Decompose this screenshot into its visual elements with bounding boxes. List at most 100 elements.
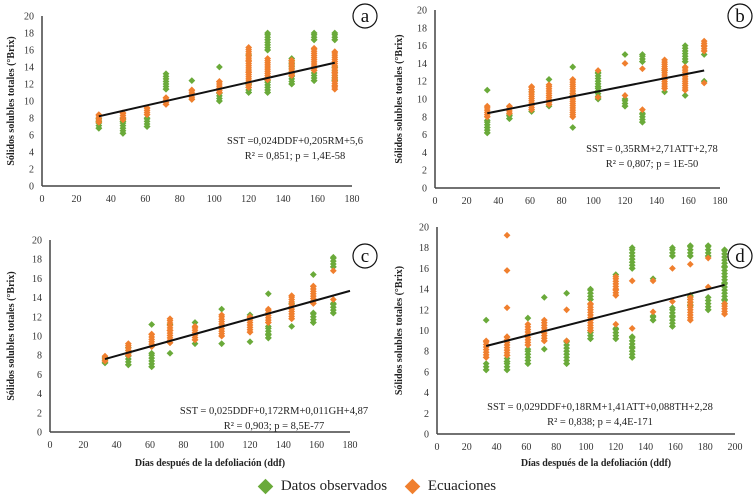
x-tick-label: 120: [618, 196, 633, 207]
equation-point: [124, 342, 132, 349]
observed-point: [628, 246, 636, 254]
observed-point: [482, 316, 490, 324]
observed-point: [540, 293, 548, 301]
y-tick-label: 18: [32, 255, 42, 266]
observed-point: [700, 51, 708, 58]
y-tick-label: 20: [32, 236, 42, 247]
observed-point: [143, 115, 151, 123]
y-tick-label: 6: [422, 130, 427, 141]
equation-point: [681, 64, 689, 72]
equation-point: [621, 92, 629, 99]
equation-point: [669, 265, 676, 272]
x-tick-label: 40: [493, 196, 503, 207]
y-tick-label: 16: [32, 274, 42, 285]
equation-point: [700, 39, 708, 47]
x-tick-label: 180: [345, 194, 360, 205]
legend-label-observed: Datos observados: [280, 478, 388, 494]
equation-point: [721, 302, 728, 310]
x-tick-label: 120: [608, 442, 623, 453]
y-tick-label: 10: [32, 332, 42, 343]
observed-point: [166, 349, 174, 357]
observed-point: [704, 297, 712, 304]
equation-point: [309, 283, 317, 290]
equation-point: [503, 304, 511, 312]
chart-panel-a: 0 2 4 6 8 10 12 14 16 18 20 0 20 40 60 80 100 120 140 160 18…: [6, 3, 378, 205]
equation-point: [661, 58, 668, 66]
equation-point: [700, 79, 708, 87]
y-tick-label: 10: [419, 326, 429, 337]
equation-point: [686, 296, 694, 303]
y-tick-label: 12: [24, 80, 34, 91]
y-tick-label: 16: [419, 264, 429, 275]
x-tick-label: 160: [310, 194, 325, 205]
x-tick-label: 60: [525, 196, 535, 207]
y-tick-label: 12: [32, 312, 42, 323]
y-tick-label: 14: [417, 59, 427, 70]
y-tick-label: 2: [29, 165, 34, 176]
observed-point: [264, 31, 272, 39]
x-tick-label: 40: [106, 194, 116, 205]
y-axis-title: Sólidos solubles totales (°Brix): [394, 34, 405, 163]
x-tick-label: 160: [309, 440, 324, 451]
regression-equation: SST =0,024DDF+0,205RM+5,6: [227, 136, 363, 147]
observed-point: [191, 340, 199, 348]
panel-letter: d: [735, 246, 745, 267]
x-tick-label: 80: [175, 194, 185, 205]
x-tick-label: 60: [140, 194, 150, 205]
regression-stats: R² = 0,838; p = 4,4E-171: [547, 417, 653, 428]
equation-point: [639, 65, 646, 73]
observed-point: [309, 271, 317, 278]
equation-point: [628, 325, 636, 332]
y-tick-label: 20: [417, 6, 427, 17]
x-tick-label: 180: [713, 196, 728, 207]
x-tick-label: 100: [579, 442, 594, 453]
observed-point: [681, 92, 689, 99]
y-tick-label: 8: [29, 114, 34, 125]
equation-point: [569, 76, 577, 84]
equation-point: [639, 106, 646, 114]
observed-point: [661, 88, 668, 96]
y-axis-title: Sólidos solubles totales (°Brix): [394, 266, 405, 395]
equation-point: [503, 231, 511, 239]
equation-point: [649, 308, 657, 316]
y-tick-label: 0: [422, 184, 427, 195]
equation-point: [612, 275, 620, 283]
regression-stats: R² = 0,851; p = 1,4E-58: [245, 151, 345, 162]
equation-point: [483, 104, 491, 112]
observed-point: [587, 286, 594, 294]
y-axis-title: Sólidos solubles totales (°Brix): [6, 36, 17, 165]
equation-point: [545, 83, 553, 90]
y-tick-label: 14: [419, 285, 429, 296]
observed-point: [482, 363, 490, 371]
legend-diamond-equation-icon: [404, 478, 421, 495]
y-tick-label: 20: [419, 223, 429, 234]
legend: Datos observados Ecuaciones: [0, 478, 756, 497]
observed-point: [681, 44, 689, 52]
legend-diamond-observed-icon: [257, 478, 274, 495]
y-tick-label: 12: [417, 77, 427, 88]
equation-point: [148, 331, 156, 338]
equation-point: [162, 94, 170, 102]
equation-point: [143, 104, 151, 112]
observed-point: [639, 52, 646, 60]
x-tick-label: 20: [78, 440, 88, 451]
equation-point: [503, 333, 511, 341]
y-tick-label: 4: [424, 388, 429, 399]
equation-point: [329, 267, 337, 275]
panel-letter: b: [735, 6, 745, 27]
equation-point: [218, 313, 226, 321]
x-tick-label: 140: [276, 440, 291, 451]
y-tick-label: 0: [37, 428, 42, 439]
observed-point: [264, 324, 272, 332]
equation-point: [215, 78, 223, 86]
observed-point: [148, 351, 156, 359]
y-tick-label: 8: [37, 351, 42, 362]
observed-point: [669, 306, 676, 314]
observed-point: [639, 110, 646, 118]
observed-point: [218, 305, 226, 313]
panel-letter-circle: [727, 3, 753, 29]
x-tick-label: 40: [492, 442, 502, 453]
x-tick-label: 0: [435, 442, 440, 453]
x-tick-label: 120: [243, 440, 258, 451]
